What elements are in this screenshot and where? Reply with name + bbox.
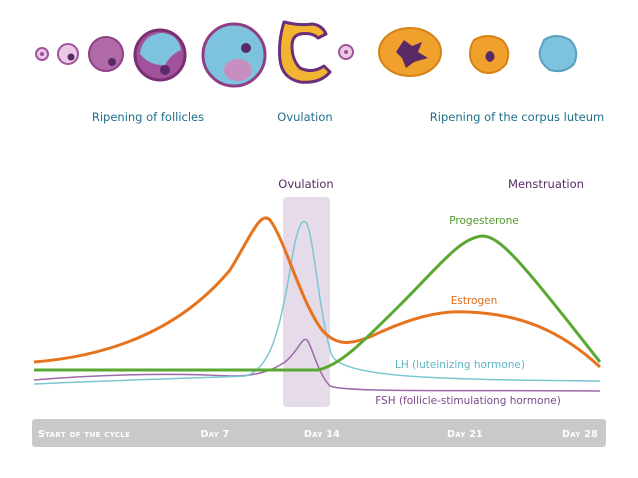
label-progesterone: Progesterone [449, 215, 518, 227]
label-fsh: FSH (follicle-stimulationg hormone) [375, 395, 561, 407]
estrogen-curve [33, 216, 602, 369]
cycle-timeline-bar [32, 419, 606, 447]
label-estrogen: Estrogen [451, 295, 498, 307]
axis-day-21: Day 21 [447, 429, 483, 440]
follicle-large [133, 28, 187, 82]
axis-day-7: Day 7 [200, 429, 229, 440]
lh-curve [33, 220, 601, 385]
ovulation-header: Ovulation [278, 177, 333, 191]
menstruation-header: Menstruation [508, 177, 584, 191]
label-ripening-follicles: Ripening of follicles [92, 110, 204, 124]
follicle-illustrations [35, 20, 578, 88]
follicle-tiny [35, 47, 49, 61]
follicle-small [57, 43, 79, 65]
label-ovulation-stage: Ovulation [277, 110, 332, 124]
axis-start-of-cycle: Start of the cycle [38, 429, 130, 440]
released-egg [338, 44, 354, 60]
progesterone-curve [34, 234, 602, 372]
corpus-luteum-early [378, 27, 442, 77]
label-ripening-corpus-luteum: Ripening of the corpus luteum [430, 110, 604, 124]
ruptured-follicle [278, 20, 332, 84]
corpus-luteum-mid [468, 35, 510, 74]
axis-day-28: Day 28 [562, 429, 598, 440]
follicle-medium [88, 36, 124, 72]
follicle-mature [201, 22, 267, 88]
label-lh: LH (luteinizing hormone) [395, 359, 525, 371]
fsh-curve [33, 338, 601, 392]
axis-day-14: Day 14 [304, 429, 340, 440]
corpus-albicans [538, 35, 578, 73]
